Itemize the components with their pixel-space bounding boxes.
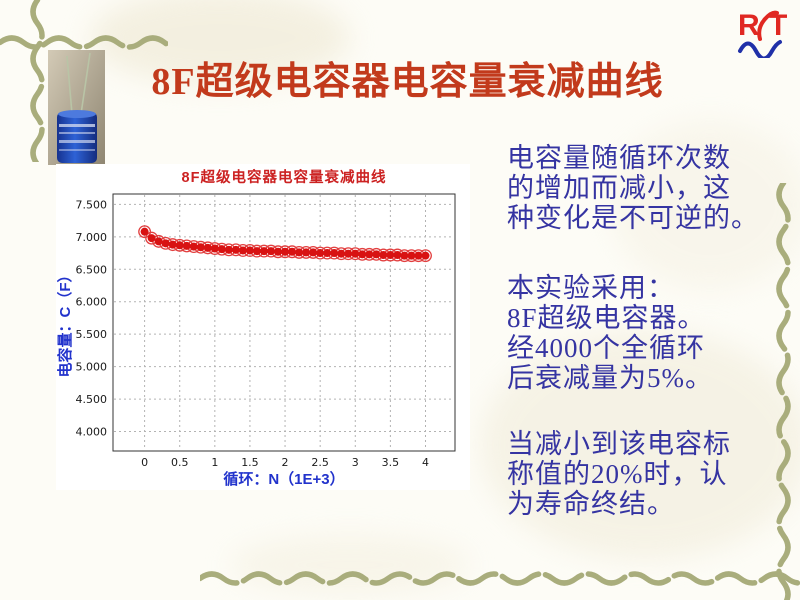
vine-squiggle: [200, 571, 800, 586]
data-point: [231, 245, 240, 254]
x-tick-label: 4: [422, 456, 429, 469]
capacitor-lead: [66, 55, 73, 115]
logo-letter-r: R: [738, 9, 760, 42]
capacitor-photo: [48, 50, 105, 165]
data-point: [274, 247, 283, 256]
data-point: [203, 243, 212, 252]
x-tick-label: 2: [282, 456, 289, 469]
y-tick-label: 7.500: [76, 198, 108, 211]
x-tick-label: 0.5: [171, 456, 189, 469]
logo-s-curve: [757, 10, 779, 41]
data-point: [288, 247, 297, 256]
data-point: [351, 249, 360, 258]
data-point: [337, 249, 346, 258]
text-line: 后衰减量为5%。: [507, 363, 713, 393]
data-point: [386, 251, 395, 260]
data-point: [372, 250, 381, 259]
data-point: [168, 240, 177, 249]
y-tick-label: 5.000: [76, 361, 108, 374]
data-point: [330, 249, 339, 258]
x-tick-label: 1: [211, 456, 218, 469]
data-point: [323, 249, 332, 258]
paragraph-experiment-setup: 本实验采用： 8F超级电容器。 经4000个全循环 后衰减量为5%。: [507, 273, 767, 393]
data-point: [175, 241, 184, 250]
data-point: [400, 251, 409, 260]
data-point: [309, 248, 318, 257]
plot-frame: [112, 193, 456, 452]
data-point: [302, 248, 311, 257]
chart-title: 8F超级电容器电容量衰减曲线: [182, 168, 387, 186]
text-line: 称值的20%时，认: [507, 459, 728, 489]
data-point: [358, 250, 367, 259]
data-point: [379, 251, 388, 260]
text-line: 电容量随循环次数: [507, 143, 731, 173]
data-point: [344, 249, 353, 258]
data-point: [393, 251, 402, 260]
data-point: [196, 243, 205, 252]
data-point: [210, 244, 219, 253]
x-tick-label: 3.5: [382, 456, 400, 469]
data-point: [140, 227, 149, 236]
x-tick-label: 3: [352, 456, 359, 469]
vine-border-left: [30, 0, 45, 162]
capacitance-decay-chart: 0 0.5 1 1.5 2 2.5 3 3.5 4 4.000 4.500 5.000 5.500 6.0…: [56, 168, 456, 488]
data-point: [161, 239, 170, 248]
y-tick-label: 5.500: [76, 328, 108, 341]
data-point: [316, 249, 325, 258]
data-point: [295, 248, 304, 257]
paragraph-end-of-life: 当减小到该电容标 称值的20%时，认 为寿命终结。: [507, 429, 767, 519]
data-point: [414, 251, 423, 260]
x-tick-label: 0: [141, 456, 148, 469]
data-point: [281, 247, 290, 256]
y-tick-label: 7.000: [76, 231, 108, 244]
capacitor-lead: [80, 52, 91, 115]
y-tick-label: 6.500: [76, 263, 108, 276]
data-point: [147, 234, 156, 243]
y-tick-label: 6.000: [76, 296, 108, 309]
data-point: [217, 245, 226, 254]
data-point: [189, 242, 198, 251]
data-point: [259, 247, 268, 256]
capacitor-top: [58, 110, 96, 118]
text-line: 本实验采用：: [507, 273, 675, 303]
data-point: [245, 246, 254, 255]
x-axis-label: 循环：N（1E+3）: [223, 470, 344, 488]
x-tick-label: 2.5: [311, 456, 329, 469]
text-line: 当减小到该电容标: [507, 429, 731, 459]
data-point: [421, 251, 430, 260]
text-line: 的增加而减小，这: [507, 173, 731, 203]
text-line: 为寿命终结。: [507, 489, 675, 519]
vine-border-bottom: [200, 571, 800, 586]
rst-logo: R T: [738, 9, 787, 58]
logo-letter-t: T: [769, 9, 787, 42]
y-tick-label: 4.500: [76, 393, 108, 406]
vine-squiggle: [30, 0, 45, 162]
text-line: 种变化是不可逆的。: [507, 203, 759, 233]
page-title: 8F超级电容器电容量衰减曲线: [151, 61, 664, 103]
data-point: [224, 245, 233, 254]
data-point: [252, 247, 261, 256]
text-line: 经4000个全循环: [507, 333, 705, 363]
y-axis-label: 电容量：C（F）: [56, 268, 74, 378]
y-tick-label: 4.000: [76, 426, 108, 439]
chart-panel: 0 0.5 1 1.5 2 2.5 3 3.5 4 4.000 4.500 5.000 5.500 6.0…: [56, 164, 470, 490]
data-point: [365, 250, 374, 259]
data-point-ring: [138, 225, 152, 239]
data-point: [238, 246, 247, 255]
logo-wave: [738, 40, 782, 58]
vine-squiggle: [0, 35, 168, 50]
paragraph-irreversible-decay: 电容量随循环次数 的增加而减小，这 种变化是不可逆的。: [507, 143, 767, 233]
text-line: 8F超级电容器。: [507, 303, 706, 333]
x-tick-label: 1.5: [241, 456, 258, 469]
capacitor-body: [57, 112, 97, 163]
data-point: [407, 251, 416, 260]
vine-border-right: [776, 183, 791, 600]
data-point: [154, 237, 163, 246]
data-point: [267, 247, 276, 256]
vine-border-top: [0, 35, 168, 50]
vine-squiggle: [776, 183, 791, 600]
data-point: [182, 241, 191, 250]
